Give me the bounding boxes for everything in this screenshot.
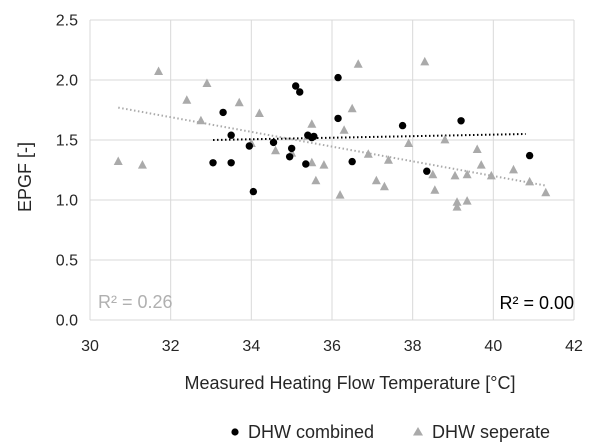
point-dhw-combined xyxy=(227,131,235,139)
point-dhw-seperate xyxy=(196,115,206,125)
point-dhw-seperate xyxy=(430,185,440,194)
point-dhw-seperate xyxy=(476,160,486,169)
tick-labels: 0.0 0.5 1.0 1.5 2.0 2.5 30 32 34 36 38 40 42 xyxy=(56,13,583,356)
point-dhw-seperate xyxy=(271,145,281,155)
point-dhw-combined xyxy=(209,159,217,167)
trendline-dhw-seperate xyxy=(118,106,546,187)
point-dhw-seperate xyxy=(420,56,430,66)
r2-label-dhw-combined: R² = 0.00 xyxy=(499,293,574,313)
point-dhw-combined xyxy=(310,132,318,141)
r2-label-dhw-seperate: R² = 0.26 xyxy=(98,292,173,312)
point-dhw-seperate xyxy=(440,134,450,144)
point-dhw-seperate xyxy=(182,95,192,104)
y-tick-label: 2.5 xyxy=(56,13,78,30)
point-dhw-seperate xyxy=(428,169,438,179)
point-dhw-combined xyxy=(219,108,227,117)
point-dhw-seperate xyxy=(307,119,317,128)
point-dhw-combined xyxy=(457,117,465,125)
y-tick-label: 0.5 xyxy=(56,253,78,270)
trendline-dhw-combined xyxy=(212,133,526,141)
point-dhw-seperate xyxy=(154,66,164,75)
x-tick-label: 38 xyxy=(404,338,422,355)
point-dhw-seperate xyxy=(383,155,393,164)
x-axis-title: Measured Heating Flow Temperature [°C] xyxy=(184,373,515,393)
point-dhw-combined xyxy=(334,73,342,82)
point-dhw-seperate xyxy=(452,202,462,211)
point-dhw-seperate xyxy=(254,108,264,117)
x-tick-label: 40 xyxy=(484,338,502,355)
point-dhw-combined xyxy=(398,121,407,130)
point-dhw-seperate xyxy=(462,169,472,179)
point-dhw-seperate xyxy=(311,175,321,185)
point-dhw-seperate xyxy=(319,160,329,169)
point-dhw-combined xyxy=(292,82,300,90)
legend-label-dhw-combined: DHW combined xyxy=(248,422,374,442)
point-dhw-combined xyxy=(302,160,310,168)
point-dhw-seperate xyxy=(472,144,482,153)
point-dhw-seperate xyxy=(234,97,244,107)
legend: DHW combined DHW seperate xyxy=(231,422,550,442)
x-tick-label: 32 xyxy=(162,338,180,355)
point-dhw-combined xyxy=(287,144,296,153)
point-dhw-seperate xyxy=(541,187,551,197)
y-tick-label: 1.0 xyxy=(56,193,78,210)
point-dhw-seperate xyxy=(452,197,462,206)
point-dhw-combined xyxy=(285,153,294,161)
point-dhw-combined xyxy=(423,167,431,175)
x-tick-label: 42 xyxy=(565,338,583,355)
point-dhw-seperate xyxy=(307,157,317,167)
y-tick-label: 2.0 xyxy=(56,73,78,90)
point-dhw-seperate xyxy=(462,196,472,205)
point-dhw-combined xyxy=(348,157,356,166)
data-points xyxy=(113,56,551,211)
y-tick-label: 1.5 xyxy=(56,133,78,150)
point-dhw-seperate xyxy=(363,149,373,158)
point-dhw-seperate xyxy=(450,170,460,180)
point-dhw-combined xyxy=(227,159,235,167)
y-axis-title: EPGF [-] xyxy=(15,142,35,212)
point-dhw-seperate xyxy=(113,156,123,165)
point-dhw-combined xyxy=(525,151,534,160)
x-tick-label: 34 xyxy=(242,338,260,355)
point-dhw-seperate xyxy=(353,59,363,68)
point-dhw-combined xyxy=(269,138,278,147)
point-dhw-combined xyxy=(296,88,304,96)
legend-marker-dhw-combined xyxy=(231,428,239,436)
point-dhw-combined xyxy=(249,187,258,196)
point-dhw-seperate xyxy=(525,176,535,186)
point-dhw-combined xyxy=(245,142,254,150)
point-dhw-seperate xyxy=(202,78,212,87)
y-tick-label: 0.0 xyxy=(56,313,78,330)
grid xyxy=(89,19,575,321)
point-dhw-seperate xyxy=(335,190,345,199)
point-dhw-seperate xyxy=(404,138,414,147)
point-dhw-seperate xyxy=(339,125,349,134)
point-dhw-combined xyxy=(334,114,342,123)
trendlines xyxy=(118,106,546,187)
legend-label-dhw-seperate: DHW seperate xyxy=(432,422,550,442)
point-dhw-seperate xyxy=(347,103,357,113)
x-tick-label: 30 xyxy=(81,338,99,355)
point-dhw-seperate xyxy=(137,160,147,169)
point-dhw-seperate xyxy=(379,181,389,191)
point-dhw-seperate xyxy=(509,164,518,174)
legend-marker-dhw-seperate xyxy=(413,427,423,436)
point-dhw-seperate xyxy=(371,175,381,185)
x-tick-label: 36 xyxy=(323,338,341,355)
point-dhw-seperate xyxy=(486,170,496,180)
